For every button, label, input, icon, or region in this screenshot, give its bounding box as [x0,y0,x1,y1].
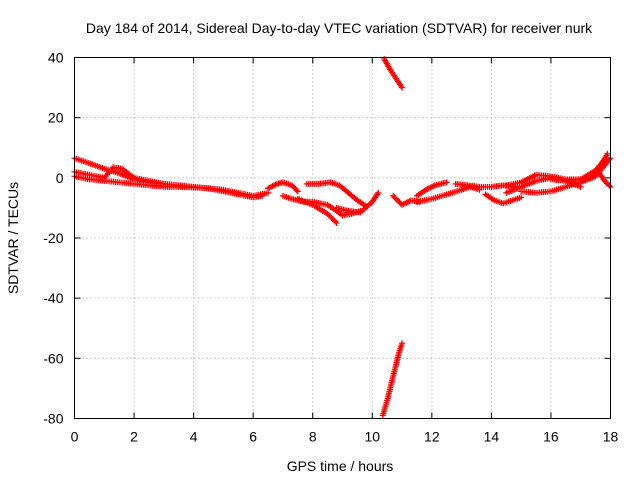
y-tick-label: 0 [56,170,64,186]
y-tick-label: -60 [43,350,63,366]
y-tick-label: -20 [43,230,63,246]
series-track-13 [482,191,525,207]
y-tick-label: 40 [48,50,64,66]
series-track-3 [71,164,167,187]
series-track-8 [333,189,382,216]
x-tick-label: 2 [130,429,138,445]
x-tick-label: 0 [71,429,79,445]
series-track-11 [413,179,450,199]
chart-title: Day 184 of 2014, Sidereal Day-to-day VTE… [86,20,593,36]
data-point [399,84,406,91]
data-point [606,182,613,189]
series-track-17 [547,150,611,184]
x-tick-label: 12 [424,429,440,445]
y-axis-label: SDTVAR / TECUs [5,182,21,294]
grid-lines [74,57,611,419]
data-point [160,180,167,187]
x-tick-label: 18 [603,429,619,445]
x-tick-label: 16 [543,429,559,445]
data-point [332,218,339,225]
x-tick-label: 6 [249,429,257,445]
data-point [375,189,382,196]
x-tick-label: 8 [309,429,317,445]
data-point [518,194,525,201]
data-points [71,56,614,419]
data-point [333,219,340,226]
x-tick-labels: 0 2 4 6 8 10 12 14 16 18 [71,429,619,445]
y-tick-label: 20 [48,110,64,126]
x-axis-label: GPS time / hours [287,458,394,474]
y-tick-labels: 40 20 0 -20 -40 -60 -80 [43,50,63,427]
data-point [399,340,406,347]
series-track-9 [390,192,423,208]
x-tick-label: 14 [484,429,500,445]
x-tick-label: 10 [364,429,380,445]
data-point [294,188,301,195]
series-track-7 [303,179,370,210]
x-tick-label: 4 [190,429,198,445]
data-point [443,179,450,186]
data-point [604,150,611,157]
series-track-4 [265,179,301,195]
data-point [293,187,300,194]
series-track-19 [381,56,406,91]
y-tick-label: -40 [43,290,63,306]
plot-frame [74,57,611,419]
y-tick-label: -80 [43,411,63,427]
series-track-20 [379,340,406,419]
